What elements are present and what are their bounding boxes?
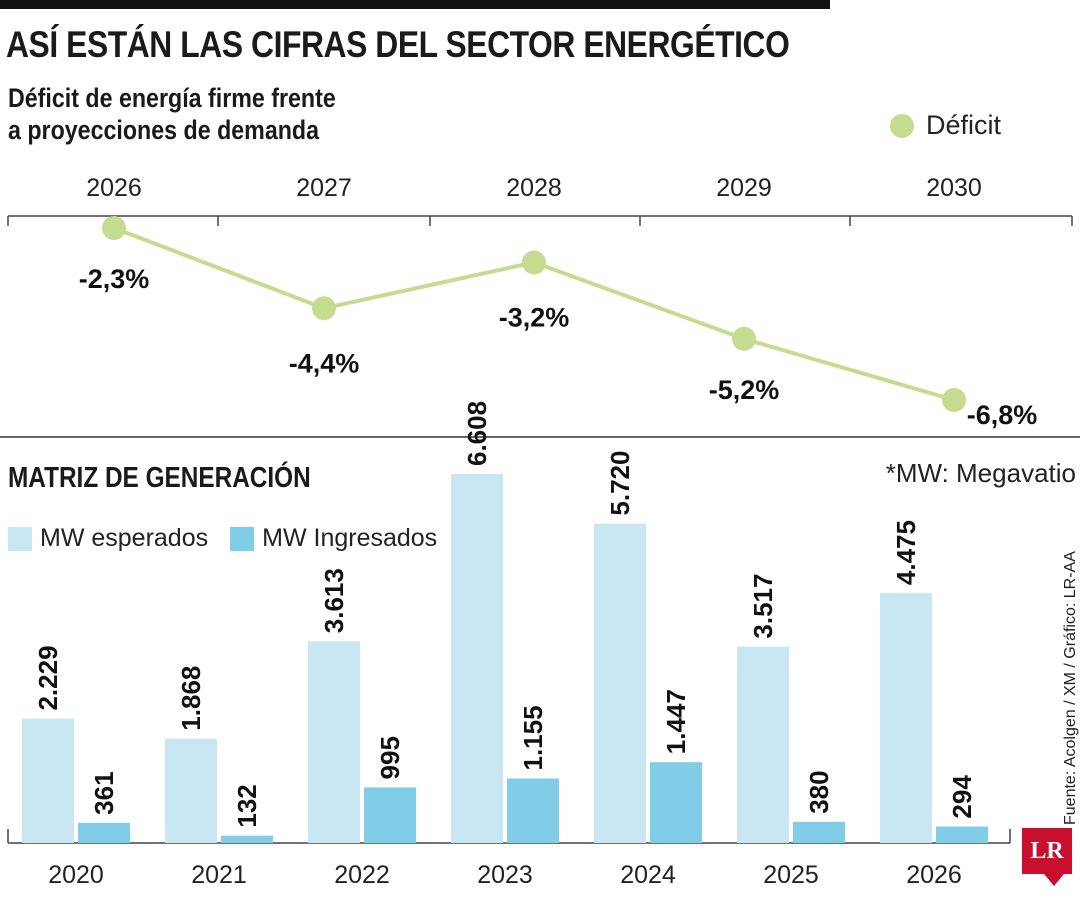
- bar-ingresados-label: 380: [804, 770, 834, 813]
- bar-esperados-label: 5.720: [605, 451, 635, 516]
- deficit-year-label: 2026: [86, 174, 142, 202]
- bar-esperados: [451, 474, 503, 843]
- deficit-subtitle: Déficit de energía firme frente a proyec…: [8, 82, 336, 146]
- bar-esperados: [165, 738, 217, 843]
- bar-ingresados: [793, 821, 845, 843]
- legend-ingresados-label: MW Ingresados: [262, 524, 438, 552]
- deficit-data-label: -4,4%: [289, 348, 360, 378]
- deficit-data-label: -3,2%: [499, 302, 570, 332]
- legend-ingresados: MW Ingresados: [230, 524, 437, 553]
- bar-ingresados: [364, 787, 416, 843]
- bar-ingresados: [221, 835, 273, 843]
- deficit-year-label: 2029: [716, 174, 772, 202]
- bar-ingresados: [78, 822, 130, 843]
- bar-esperados: [880, 593, 932, 843]
- bars-year-label: 2024: [620, 861, 676, 889]
- bars-year-label: 2021: [191, 861, 247, 889]
- bar-ingresados-label: 1.447: [661, 689, 691, 754]
- deficit-subtitle-line1: Déficit de energía firme frente: [8, 83, 336, 113]
- bar-ingresados-label: 361: [89, 771, 119, 814]
- deficit-year-label: 2028: [506, 174, 562, 202]
- deficit-legend-dot: [890, 113, 914, 138]
- deficit-year-label: 2027: [296, 174, 352, 202]
- bar-ingresados-label: 132: [232, 784, 262, 827]
- bars-year-label: 2020: [48, 861, 104, 889]
- bars-year-label: 2023: [477, 861, 533, 889]
- bar-esperados-label: 3.613: [319, 568, 349, 633]
- legend-esperados: MW esperados: [8, 524, 208, 553]
- bars-year-label: 2022: [334, 861, 390, 889]
- bar-esperados-label: 6.608: [462, 401, 492, 466]
- bar-ingresados-label: 1.155: [518, 705, 548, 770]
- lr-logo-tail: [1044, 874, 1064, 886]
- deficit-point: [942, 388, 966, 412]
- bar-esperados: [737, 646, 789, 843]
- deficit-data-label: -5,2%: [709, 375, 780, 405]
- bar-esperados: [594, 523, 646, 843]
- matriz-legend: MW esperados MW Ingresados: [8, 524, 459, 553]
- mw-note: *MW: Megavatio: [885, 458, 1076, 488]
- bar-esperados-label: 2.229: [33, 645, 63, 710]
- matriz-title: MATRIZ DE GENERACIÓN: [8, 462, 311, 494]
- deficit-point: [102, 216, 126, 240]
- bar-ingresados: [650, 762, 702, 843]
- bar-esperados: [308, 641, 360, 843]
- legend-esperados-swatch: [8, 526, 32, 551]
- deficit-year-label: 2030: [926, 174, 982, 202]
- bar-ingresados-label: 294: [947, 775, 977, 819]
- lr-logo: LR: [1022, 828, 1072, 874]
- bars-year-label: 2026: [906, 861, 962, 889]
- bar-esperados-label: 1.868: [176, 666, 206, 731]
- legend-ingresados-swatch: [230, 526, 255, 551]
- bar-esperados-label: 4.475: [891, 520, 921, 585]
- page-title: ASÍ ESTÁN LAS CIFRAS DEL SECTOR ENERGÉTI…: [6, 24, 790, 65]
- deficit-legend-label: Déficit: [926, 110, 1002, 140]
- deficit-data-label: -2,3%: [79, 264, 150, 294]
- bar-esperados-label: 3.517: [748, 574, 778, 639]
- bar-esperados: [22, 718, 74, 843]
- deficit-point: [312, 296, 336, 321]
- deficit-point: [732, 326, 756, 351]
- deficit-legend: Déficit: [890, 110, 1001, 141]
- bar-ingresados-label: 995: [375, 736, 405, 779]
- bar-ingresados: [507, 778, 559, 843]
- deficit-point: [522, 250, 546, 275]
- legend-esperados-label: MW esperados: [40, 524, 209, 552]
- deficit-subtitle-line2: a proyecciones de demanda: [8, 115, 320, 145]
- top-rule: [0, 0, 830, 9]
- deficit-data-label: -6,8%: [967, 400, 1038, 430]
- bar-ingresados: [936, 826, 988, 843]
- bars-year-label: 2025: [763, 861, 819, 889]
